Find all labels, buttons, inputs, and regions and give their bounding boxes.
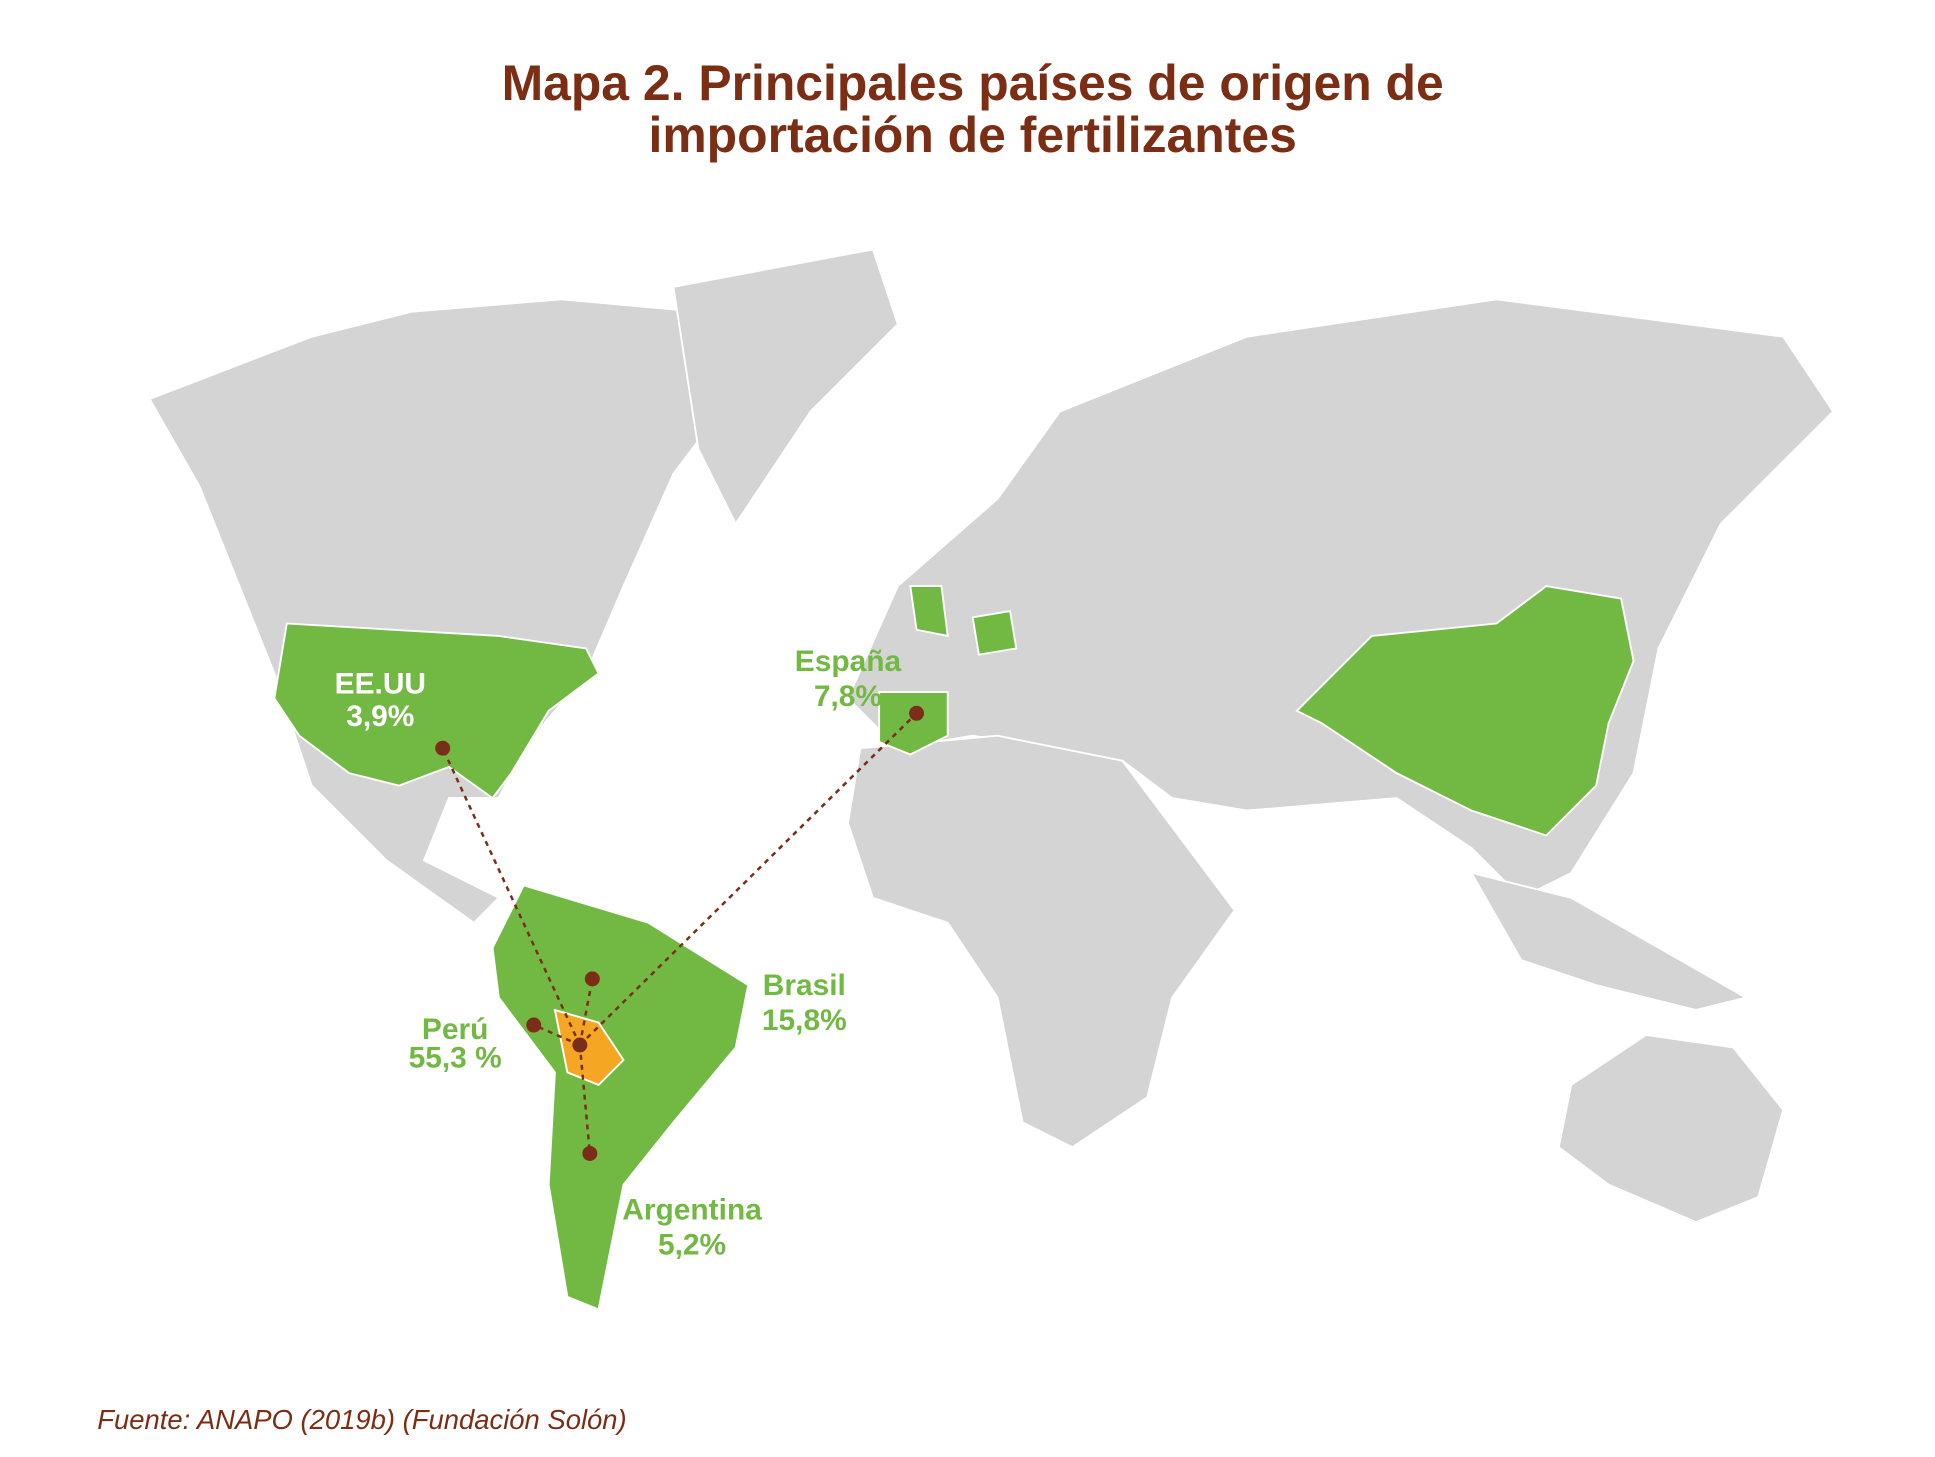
country-share: 5,2%	[658, 1228, 726, 1261]
link	[578, 978, 594, 1046]
country-name: Brasil	[763, 969, 846, 1002]
bolivia	[553, 1008, 625, 1086]
usa	[273, 622, 600, 800]
greenland	[672, 248, 899, 526]
country-share: 3,9%	[346, 700, 414, 733]
links	[435, 705, 925, 1161]
country-share: 15,8%	[762, 1004, 847, 1037]
dot	[909, 705, 925, 721]
link	[578, 712, 918, 1046]
china	[1295, 585, 1635, 837]
country-share: 7,8%	[814, 680, 882, 713]
country-name: Argentina	[622, 1194, 762, 1227]
southeast-asia	[1469, 871, 1749, 1012]
country-name: Perú	[422, 1013, 489, 1046]
dot	[572, 1037, 588, 1053]
country-share: 55,3 %	[409, 1041, 502, 1074]
country-name: EE.UU	[335, 667, 426, 700]
uk	[909, 585, 949, 638]
link	[578, 1044, 592, 1154]
dot	[582, 1145, 598, 1161]
link	[533, 1023, 581, 1047]
title-line: importación de fertilizantes	[649, 107, 1297, 163]
source: Fuente: ANAPO (2019b) (Fundación Solón)	[97, 1404, 626, 1435]
spain	[878, 691, 949, 756]
dot	[584, 971, 600, 987]
africa	[846, 734, 1236, 1149]
title-line: Mapa 2. Principales países de origen de	[502, 55, 1444, 111]
dot	[526, 1017, 542, 1033]
australia	[1557, 1034, 1785, 1224]
south-america	[491, 884, 750, 1311]
map: Mapa 2. Principales países de origen de …	[97, 55, 1835, 1435]
country-name: España	[795, 645, 902, 678]
north-america	[148, 298, 750, 925]
germany	[971, 609, 1018, 656]
link	[441, 747, 581, 1046]
dot	[435, 740, 451, 756]
